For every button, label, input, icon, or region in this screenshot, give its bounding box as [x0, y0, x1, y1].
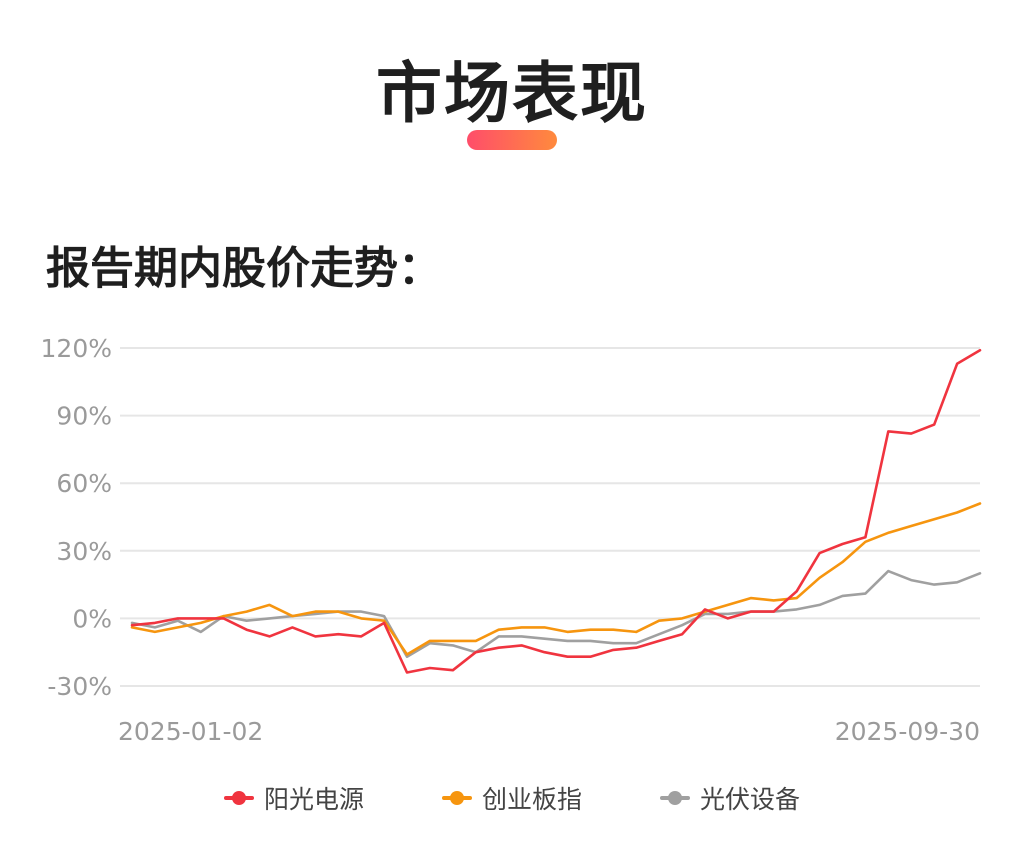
x-tick-label-start: 2025-01-02 — [118, 717, 263, 746]
legend-label-2: 光伏设备 — [700, 785, 801, 814]
legend-label-1: 创业板指 — [481, 785, 582, 814]
legend-swatch-1 — [441, 791, 472, 805]
series-line-0 — [130, 348, 982, 674]
chart-legend: 阳光电源 创业板指 光伏设备 — [0, 780, 1024, 816]
series-line-2 — [130, 569, 982, 659]
page-title: 市场表现 — [376, 55, 648, 132]
legend-item-2[interactable]: 光伏设备 — [660, 780, 800, 816]
legend-label-0: 阳光电源 — [263, 785, 364, 814]
y-tick-label-2: 30% — [56, 537, 112, 566]
series-line-1 — [130, 502, 982, 656]
section-title: 报告期内股价走势： — [46, 243, 442, 294]
title-accent-bar — [467, 130, 557, 150]
legend-item-0[interactable]: 阳光电源 — [223, 780, 364, 816]
legend-item-1[interactable]: 创业板指 — [441, 780, 582, 816]
stock-trend-chart: -30% 0% 30% 60% 90% 120% 2025-01-02 2025-09-30 — [41, 334, 982, 746]
legend-swatch-0 — [223, 791, 254, 805]
series-layer — [130, 348, 982, 674]
x-axis-labels: 2025-01-02 2025-09-30 — [118, 717, 980, 746]
grid-layer — [120, 347, 980, 687]
y-tick-label-0: -30% — [47, 672, 112, 701]
y-axis-labels: -30% 0% 30% 60% 90% 120% — [41, 334, 112, 701]
y-tick-label-3: 60% — [56, 469, 112, 498]
x-tick-label-end: 2025-09-30 — [835, 717, 980, 746]
y-tick-label-5: 120% — [41, 334, 112, 363]
y-tick-label-4: 90% — [56, 402, 112, 431]
legend-swatch-2 — [660, 791, 690, 805]
y-tick-label-1: 0% — [72, 604, 112, 633]
